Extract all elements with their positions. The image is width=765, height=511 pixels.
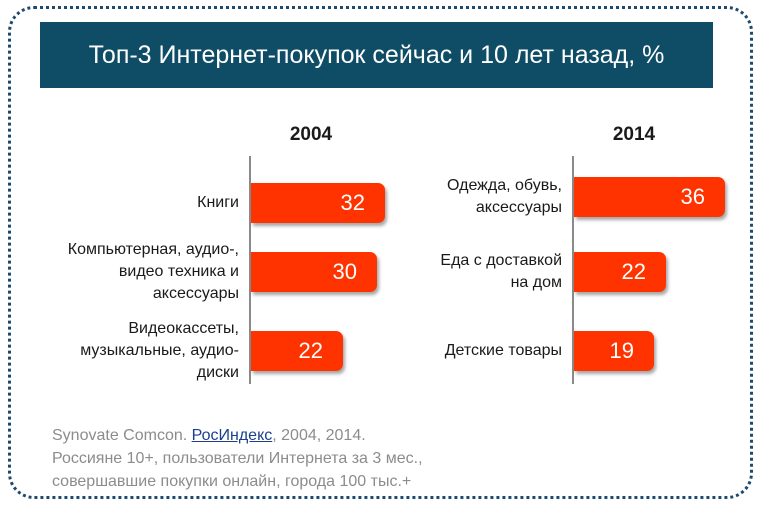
- category-label: Одежда, обувь, аксессуары: [447, 177, 562, 216]
- bar-0-0: 32: [251, 183, 385, 223]
- source-line-1: Synovate Comcon. РосИндекс, 2004, 2014.: [52, 424, 423, 447]
- source-note: Synovate Comcon. РосИндекс, 2004, 2014. …: [52, 424, 423, 493]
- category-label: Компьютерная, аудио-, видео техника и ак…: [67, 241, 239, 302]
- bar-1-0: 36: [574, 177, 725, 217]
- source-line-3: совершавшие покупки онлайн, города 100 т…: [52, 473, 412, 490]
- axis-line-0: [249, 156, 251, 384]
- year-label-0: 2004: [289, 124, 333, 145]
- source-line-2: Россияне 10+, пользователи Интернета за …: [52, 450, 423, 467]
- bar-value-label: 36: [680, 184, 705, 209]
- category-label: Детские товары: [444, 342, 562, 359]
- category-label: Видеокассеты, музыкальные, аудио- диски: [80, 320, 239, 381]
- bar-value-label: 32: [340, 190, 365, 215]
- bar-0-2: 22: [251, 331, 343, 371]
- bar-1-1: 22: [574, 252, 666, 292]
- bar-1-2: 19: [574, 331, 654, 371]
- category-label: Еда с доставкой на дом: [440, 252, 562, 291]
- chart-title-bar: Топ-3 Интернет-покупок сейчас и 10 лет н…: [40, 22, 713, 88]
- bar-value-label: 30: [332, 259, 357, 284]
- source-prefix: Synovate Comcon.: [52, 427, 192, 444]
- year-label-1: 2014: [612, 124, 656, 145]
- bar-0-1: 30: [251, 252, 377, 292]
- bar-value-label: 19: [609, 338, 634, 363]
- bar-value-label: 22: [621, 259, 646, 284]
- chart-title: Топ-3 Интернет-покупок сейчас и 10 лет н…: [88, 40, 665, 69]
- chart-frame: [8, 6, 753, 499]
- category-label: Книги: [197, 194, 239, 211]
- source-suffix: , 2004, 2014.: [272, 427, 366, 444]
- rosindex-link[interactable]: РосИндекс: [191, 427, 273, 444]
- axis-line-1: [572, 156, 574, 384]
- bar-value-label: 22: [298, 338, 323, 363]
